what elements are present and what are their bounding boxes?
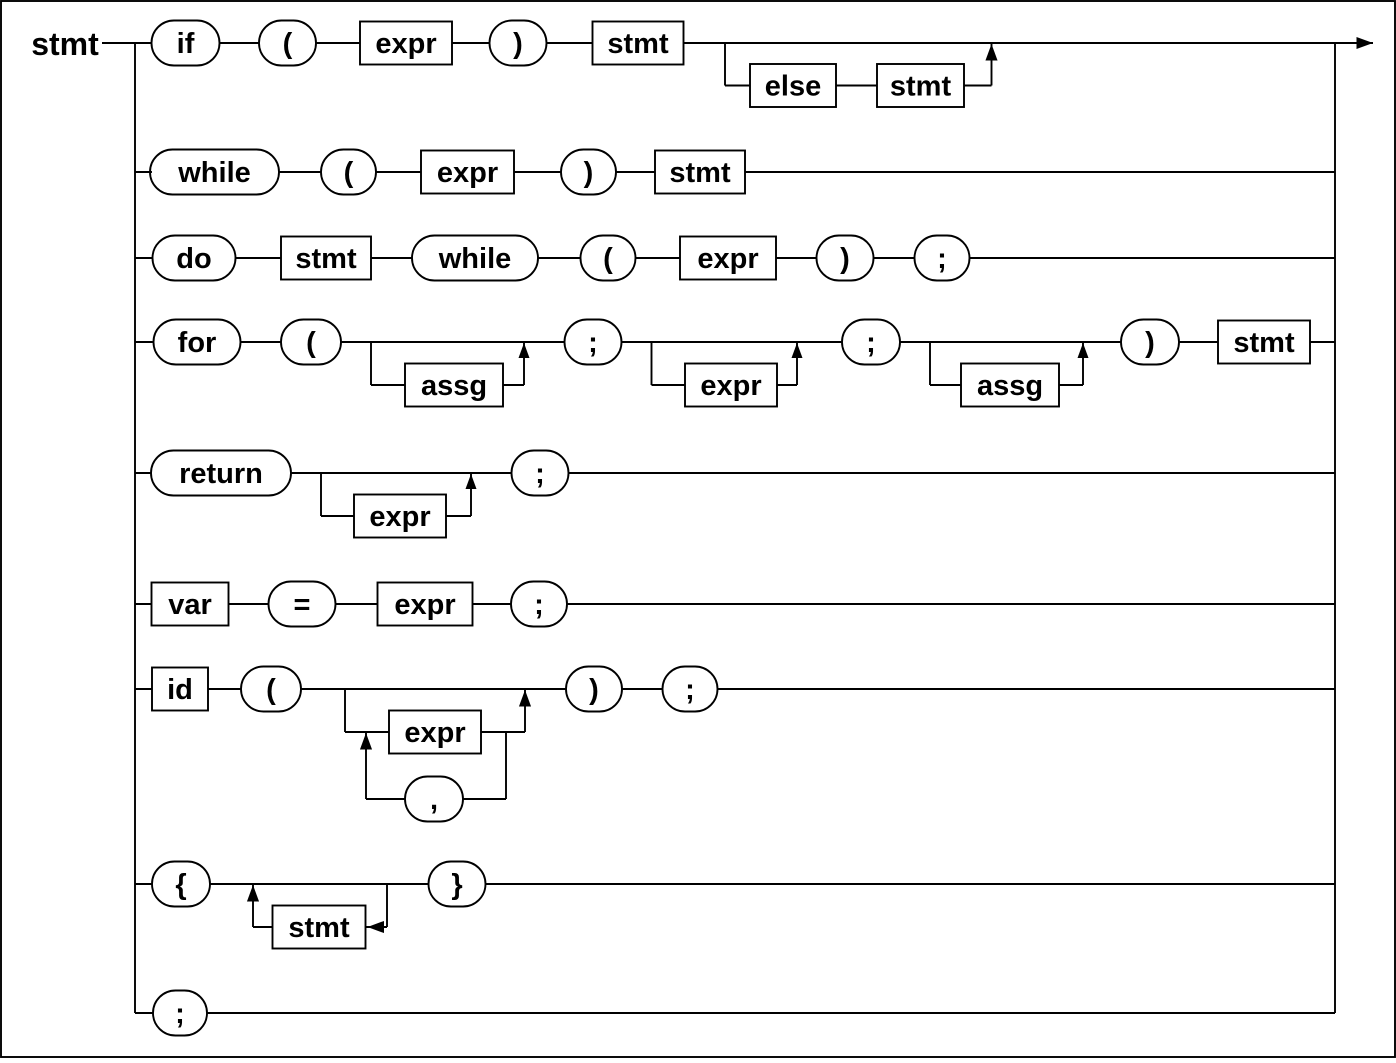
svg-text:(: ( — [306, 327, 316, 359]
svg-text:expr: expr — [404, 717, 465, 749]
svg-text:for: for — [178, 327, 217, 359]
svg-text:while: while — [438, 243, 512, 275]
svg-text:expr: expr — [394, 589, 455, 621]
svg-text:expr: expr — [700, 370, 761, 402]
svg-text:do: do — [176, 243, 211, 275]
svg-text:;: ; — [685, 674, 695, 706]
svg-text:(: ( — [283, 28, 293, 60]
svg-text:(: ( — [603, 243, 613, 275]
svg-text:while: while — [177, 157, 251, 189]
svg-text:;: ; — [535, 458, 545, 490]
svg-text:): ) — [513, 28, 523, 60]
svg-text:assg: assg — [421, 370, 487, 402]
svg-text:id: id — [167, 674, 193, 706]
svg-text:{: { — [175, 869, 186, 901]
svg-text:stmt: stmt — [31, 26, 99, 62]
svg-text:expr: expr — [437, 157, 498, 189]
svg-text:return: return — [179, 458, 263, 490]
svg-text:(: ( — [266, 674, 276, 706]
svg-text:(: ( — [344, 157, 354, 189]
svg-text:var: var — [168, 589, 212, 621]
svg-text:stmt: stmt — [890, 71, 952, 103]
svg-text:stmt: stmt — [1233, 327, 1295, 359]
svg-text:;: ; — [534, 589, 544, 621]
svg-text:;: ; — [866, 327, 876, 359]
svg-text:;: ; — [937, 243, 947, 275]
svg-text:): ) — [840, 243, 850, 275]
svg-text:stmt: stmt — [295, 243, 357, 275]
svg-text:stmt: stmt — [669, 157, 731, 189]
svg-text:stmt: stmt — [288, 912, 350, 944]
svg-text:=: = — [294, 589, 311, 621]
svg-text:): ) — [584, 157, 594, 189]
svg-text:;: ; — [588, 327, 598, 359]
svg-text:expr: expr — [697, 243, 758, 275]
svg-text:,: , — [430, 784, 438, 816]
svg-text:if: if — [177, 28, 195, 60]
svg-text:assg: assg — [977, 370, 1043, 402]
svg-text:else: else — [765, 71, 821, 103]
svg-text:): ) — [589, 674, 599, 706]
svg-text:): ) — [1145, 327, 1155, 359]
svg-text:expr: expr — [375, 28, 436, 60]
svg-text:expr: expr — [369, 501, 430, 533]
svg-text:}: } — [451, 869, 462, 901]
svg-text:;: ; — [175, 998, 185, 1030]
svg-text:stmt: stmt — [607, 28, 669, 60]
